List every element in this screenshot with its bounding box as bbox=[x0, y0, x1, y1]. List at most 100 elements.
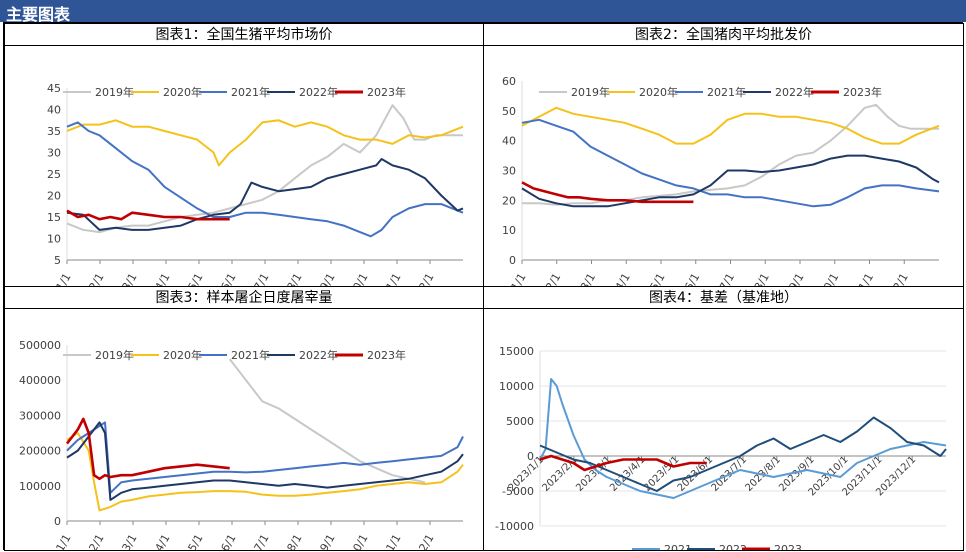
series-line-2020 bbox=[66, 432, 464, 512]
y-tick-label: 400000 bbox=[19, 374, 61, 387]
series-line-2023 bbox=[65, 417, 230, 481]
y-tick-label: 20 bbox=[47, 190, 61, 203]
x-tick-label: 7/1 bbox=[251, 532, 271, 550]
chart-panel-4: 图表4：基差（基准地） -10000 -5000 0 5000 10000 15000 20… bbox=[483, 286, 964, 551]
legend-label: 2022 bbox=[719, 543, 747, 550]
x-tick-label: 4/1 bbox=[152, 532, 172, 550]
y-tick-label: 25 bbox=[47, 168, 61, 181]
legend-label: 2022年 bbox=[775, 85, 814, 99]
series-line-2020 bbox=[521, 106, 940, 145]
y-tick-label: 15000 bbox=[499, 345, 534, 358]
y-tick-label: 40 bbox=[502, 135, 516, 148]
x-tick-label: 5/1 bbox=[185, 532, 205, 550]
legend-label: 2020年 bbox=[639, 85, 678, 99]
y-tick-label: 10 bbox=[47, 233, 61, 246]
series-line-2023 bbox=[66, 209, 230, 221]
x-tick-label: 10/1 bbox=[347, 271, 371, 286]
legend-label: 2021年 bbox=[231, 85, 270, 99]
legend-label: 2023年 bbox=[843, 85, 882, 99]
x-tick-label: 12/1 bbox=[413, 271, 437, 286]
x-tick-label: 9/1 bbox=[786, 271, 806, 286]
chart-grid: 图表1：全国生猪平均市场价 5 10 15 20 25 30 35 40 45 1/1 2/1 3/1… bbox=[3, 22, 964, 551]
series-line-2021 bbox=[521, 118, 940, 208]
x-tick-label: 8/1 bbox=[284, 532, 304, 550]
x-tick-label: 1/1 bbox=[53, 271, 73, 286]
y-tick-label: 5 bbox=[54, 254, 61, 267]
x-tick-label: 7/1 bbox=[251, 271, 271, 286]
legend-label: 2023年 bbox=[367, 85, 406, 99]
x-tick-label: 12/1 bbox=[413, 532, 437, 550]
y-tick-label: 0 bbox=[509, 254, 516, 267]
legend-label: 2021年 bbox=[231, 348, 270, 362]
price-chart-svg: 5 10 15 20 25 30 35 40 45 1/1 2/1 3/1 4/1 5/1 6/1 7/1 8/… bbox=[47, 82, 464, 286]
chart-title-4: 图表4：基差（基准地） bbox=[484, 287, 963, 309]
y-tick-label: 500000 bbox=[19, 339, 61, 352]
chart-title-1: 图表1：全国生猪平均市场价 bbox=[5, 24, 483, 46]
series-line-2022 bbox=[521, 154, 940, 208]
x-tick-label: 2/1 bbox=[86, 271, 106, 286]
x-tick-label: 8/1 bbox=[752, 271, 772, 286]
y-tick-label: 50 bbox=[502, 105, 516, 118]
y-tick-label: 10000 bbox=[499, 380, 534, 393]
x-tick-label: 6/1 bbox=[218, 271, 238, 286]
x-tick-label: 11/1 bbox=[380, 271, 404, 286]
legend-label: 2019年 bbox=[95, 85, 134, 99]
y-tick-label: 200000 bbox=[19, 445, 61, 458]
legend-label: 2021 bbox=[664, 543, 692, 550]
wholesale-chart-svg: 0 10 20 30 40 50 60 1/1 2/1 3/1 4/1 5/1 6/1 7/1 8/1 9/1… bbox=[502, 75, 940, 286]
page-header: 主要图表 bbox=[0, 0, 966, 24]
x-tick-label: 11/1 bbox=[852, 271, 876, 286]
x-tick-label: 1/1 bbox=[53, 532, 73, 550]
y-tick-label: -5000 bbox=[502, 485, 534, 498]
series-line-2020 bbox=[66, 119, 464, 167]
x-tick-label: 9/1 bbox=[317, 271, 337, 286]
series-line-2023 bbox=[521, 181, 694, 204]
legend-label: 2020年 bbox=[163, 348, 202, 362]
legend-label: 2019年 bbox=[95, 348, 134, 362]
y-tick-label: 300000 bbox=[19, 409, 61, 422]
y-tick-label: 60 bbox=[502, 75, 516, 88]
y-tick-label: 40 bbox=[47, 104, 61, 117]
chart-title-3: 图表3：样本屠企日度屠宰量 bbox=[5, 287, 483, 309]
chart-panel-1: 图表1：全国生猪平均市场价 5 10 15 20 25 30 35 40 45 1/1 2/1 3/1… bbox=[4, 23, 484, 287]
x-tick-label: 10/1 bbox=[347, 532, 371, 550]
legend-label: 2020年 bbox=[163, 85, 202, 99]
x-tick-label: 12/1 bbox=[887, 271, 911, 286]
legend-label: 2022年 bbox=[299, 348, 338, 362]
chart-panel-2: 图表2：全国猪肉平均批发价 0 10 20 30 40 50 60 1/1 2/1 3/1 4/1 5… bbox=[483, 23, 964, 287]
series-line-2021 bbox=[66, 121, 464, 238]
chart-panel-3: 图表3：样本屠企日度屠宰量 0 100000 200000 300000 400000 5… bbox=[4, 286, 484, 551]
x-tick-label: 2/1 bbox=[86, 532, 106, 550]
y-tick-label: 0 bbox=[54, 515, 61, 528]
y-tick-label: 20 bbox=[502, 194, 516, 207]
page-title: 主要图表 bbox=[6, 5, 71, 24]
y-tick-label: 0 bbox=[527, 450, 534, 463]
x-tick-label: 5/1 bbox=[185, 271, 205, 286]
x-tick-label: 5/1 bbox=[647, 271, 667, 286]
series-line-2019 bbox=[228, 358, 426, 484]
x-tick-label: 4/1 bbox=[152, 271, 172, 286]
y-tick-label: 35 bbox=[47, 125, 61, 138]
series-line-2019 bbox=[522, 103, 939, 206]
x-tick-label: 7/1 bbox=[717, 271, 737, 286]
x-tick-label: 3/1 bbox=[119, 271, 139, 286]
x-tick-label: 6/1 bbox=[682, 271, 702, 286]
series-line-2022 bbox=[539, 416, 947, 492]
y-tick-label: 15 bbox=[47, 211, 61, 224]
series-line-2021 bbox=[539, 378, 947, 499]
x-tick-label: 6/1 bbox=[218, 532, 238, 550]
legend-label: 2023 bbox=[774, 543, 802, 550]
y-tick-label: 30 bbox=[502, 165, 516, 178]
y-tick-label: 100000 bbox=[19, 480, 61, 493]
y-tick-label: 45 bbox=[47, 82, 61, 95]
chart-title-2: 图表2：全国猪肉平均批发价 bbox=[484, 24, 963, 46]
x-tick-label: 4/1 bbox=[613, 271, 633, 286]
x-tick-label: 11/1 bbox=[380, 532, 404, 550]
legend-label: 2021年 bbox=[707, 85, 746, 99]
x-tick-label: 8/1 bbox=[284, 271, 304, 286]
series-line-2023 bbox=[539, 454, 707, 472]
y-tick-label: 10 bbox=[502, 224, 516, 237]
x-tick-label: 10/1 bbox=[818, 271, 842, 286]
slaughter-chart-svg: 0 100000 200000 300000 400000 500000 1/1 2/1 3/1… bbox=[19, 339, 464, 550]
series-line-2022 bbox=[66, 158, 464, 231]
